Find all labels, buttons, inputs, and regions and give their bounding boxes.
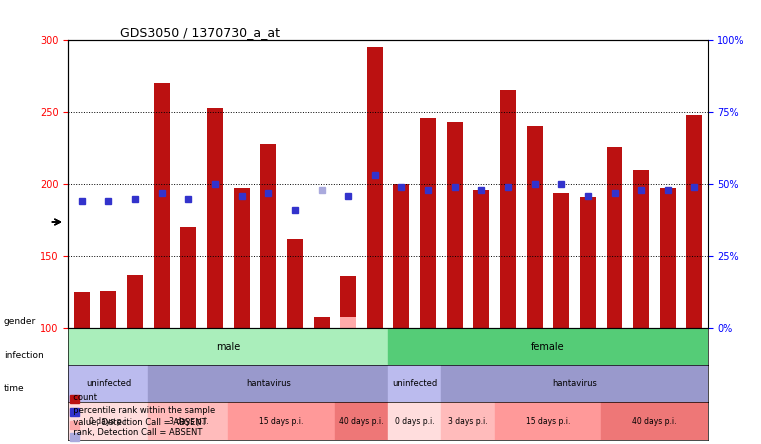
Bar [70,433,79,441]
Text: 0 days p.i.: 0 days p.i. [395,416,435,425]
Text: male: male [216,342,240,352]
Bar [180,227,196,328]
Bar [100,291,116,328]
Bar [234,188,250,328]
Text: female: female [531,342,565,352]
Text: uninfected: uninfected [86,380,131,388]
Bar [607,147,622,328]
Bar [633,170,649,328]
Bar [473,190,489,328]
Text: GDS3050 / 1370730_a_at: GDS3050 / 1370730_a_at [119,26,279,39]
Text: count: count [68,393,97,402]
Text: time: time [4,384,24,393]
Bar [68,365,148,402]
Bar [420,118,436,328]
Bar [70,421,79,429]
Bar [148,365,388,402]
Bar [393,184,409,328]
Bar [335,402,388,440]
Bar [340,277,356,328]
Bar [441,402,495,440]
Bar [340,317,356,328]
Bar [580,197,596,328]
Bar [447,122,463,328]
Bar [68,402,148,440]
Bar [441,365,708,402]
Bar [228,402,335,440]
Text: hantavirus: hantavirus [246,380,291,388]
Text: 0 days p.i.: 0 days p.i. [88,416,129,425]
Bar [388,328,708,365]
Bar [660,188,676,328]
Bar [148,402,228,440]
Bar [207,108,223,328]
Bar [314,317,330,328]
Bar [527,127,543,328]
Text: value, Detection Call = ABSENT: value, Detection Call = ABSENT [68,418,207,427]
Bar [127,275,143,328]
Text: hantavirus: hantavirus [552,380,597,388]
Bar [500,91,516,328]
Text: uninfected: uninfected [392,380,438,388]
Text: 3 days p.i.: 3 days p.i. [448,416,488,425]
Text: 40 days p.i.: 40 days p.i. [339,416,384,425]
Text: 15 days p.i.: 15 days p.i. [526,416,570,425]
Text: percentile rank within the sample: percentile rank within the sample [68,406,215,415]
Bar [68,328,388,365]
Bar [74,292,90,328]
Bar [601,402,708,440]
Bar [287,239,303,328]
Text: 3 days p.i.: 3 days p.i. [168,416,209,425]
Bar [388,365,441,402]
Bar [553,193,569,328]
Bar [686,115,702,328]
Text: gender: gender [4,317,36,326]
Bar [388,402,441,440]
Bar [70,395,79,403]
Text: rank, Detection Call = ABSENT: rank, Detection Call = ABSENT [68,428,203,437]
Bar [367,47,383,328]
Bar [495,402,601,440]
Text: infection: infection [4,351,43,360]
Bar [70,408,79,416]
Text: 40 days p.i.: 40 days p.i. [632,416,677,425]
Bar [154,83,170,328]
Text: 15 days p.i.: 15 days p.i. [260,416,304,425]
Bar [260,144,276,328]
